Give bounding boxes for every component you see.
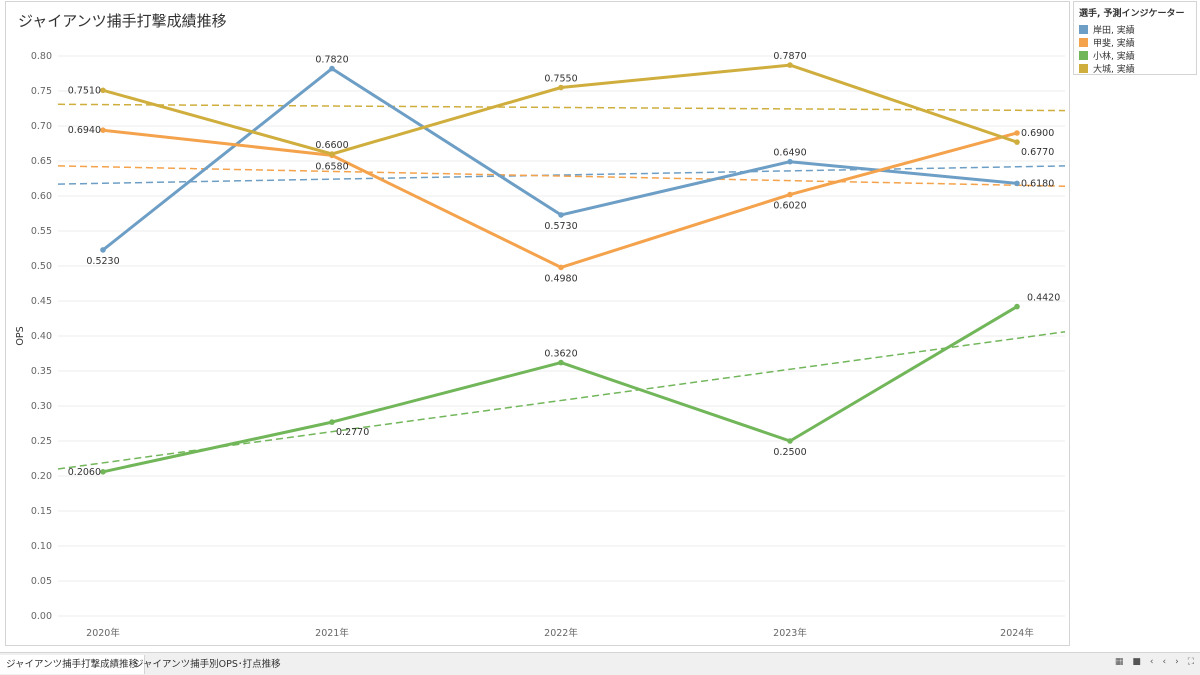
tab-ops-rbi-trend[interactable]: ジャイアンツ捕手別OPS･打点推移 [134,659,281,670]
trend-line [57,165,1066,187]
data-point [100,127,106,133]
legend-title: 選手, 予測インジケーター [1079,9,1185,19]
y-tick-label: 0.45 [31,296,52,307]
data-point [329,419,335,425]
data-point [558,359,564,366]
data-point [787,158,793,165]
x-tick-label: 2022年 [544,627,578,639]
legend-swatch [1079,51,1088,60]
data-label: 0.3620 [544,349,577,360]
next-page-icon[interactable]: › [1175,657,1179,667]
data-label: 0.2060 [68,467,101,478]
grid-view-icon[interactable]: ▦ [1114,657,1124,667]
data-point [1014,180,1020,187]
fullscreen-icon[interactable]: ⛶ [1187,657,1194,667]
data-label: 0.7510 [68,85,101,96]
legend-label: 大城, 実績 [1093,65,1135,75]
legend-label: 岸田, 実績 [1093,26,1135,36]
x-tick-label: 2023年 [773,627,807,639]
tab-batting-trend[interactable]: ジャイアンツ捕手打撃成績推移 [0,655,146,674]
y-tick-label: 0.05 [31,576,52,587]
data-label: 0.6940 [68,125,101,136]
y-tick-label: 0.65 [31,156,52,167]
data-point [100,87,106,94]
legend-swatch [1079,64,1088,73]
data-label: 0.7820 [315,55,348,66]
y-tick-label: 0.80 [31,51,52,62]
y-tick-label: 0.35 [31,366,52,377]
y-tick-label: 0.50 [31,261,52,272]
legend-item-kai[interactable]: 甲斐, 実績 [1079,36,1191,49]
data-label: 0.7870 [773,51,806,62]
stop-icon[interactable]: ■ [1132,657,1141,667]
data-point [787,62,793,68]
x-tick-label: 2024年 [1000,627,1034,639]
y-tick-label: 0.00 [31,611,52,622]
y-tick-label: 0.40 [31,331,52,342]
data-point [787,438,793,444]
first-page-icon[interactable]: ‹ [1149,657,1154,667]
y-tick-label: 0.20 [31,471,52,482]
data-point [1014,130,1020,136]
legend-item-kishida[interactable]: 岸田, 実績 [1079,23,1191,36]
data-point [329,151,335,157]
data-point [1014,139,1020,145]
chart-title: ジャイアンツ捕手打撃成績推移 [18,12,227,30]
legend-label: 小林, 実績 [1093,52,1135,62]
sheet-tab-bar: ジャイアンツ捕手打撃成績推移 ジャイアンツ捕手別OPS･打点推移 ▦ ■ ‹ ‹… [0,652,1200,675]
y-tick-label: 0.25 [31,436,52,447]
series-line [102,128,1018,269]
legend-label: 甲斐, 実績 [1093,39,1135,49]
data-label: 0.5230 [86,256,119,267]
sheet-navigation: ▦ ■ ‹ ‹ › ⛶ [1115,657,1194,667]
data-point [787,191,793,198]
y-tick-label: 0.10 [31,541,52,552]
data-point [558,264,564,271]
legend-swatch [1079,38,1088,47]
data-label: 0.5730 [544,221,577,232]
data-label: 0.6490 [773,148,806,159]
data-point [558,212,564,218]
data-label: 0.4420 [1027,293,1060,304]
data-label: 0.7550 [544,74,577,85]
data-point [100,247,106,253]
data-label: 0.2770 [336,427,369,438]
trend-line [57,165,1066,185]
viz-frame: ジャイアンツ捕手打撃成績推移 [5,1,1070,646]
legend: 選手, 予測インジケーター 岸田, 実績 甲斐, 実績 小林, 実績 大城, 実… [1073,1,1197,75]
series-line [102,305,1018,474]
data-label: 0.6180 [1021,178,1054,189]
y-tick-label: 0.75 [31,86,52,97]
data-label: 0.4980 [544,273,577,284]
data-label: 0.6020 [773,201,806,212]
data-point [1014,303,1020,310]
y-tick-label: 0.55 [31,226,52,237]
data-point [329,65,335,72]
legend-swatch [1079,25,1088,34]
data-label: 0.6770 [1021,147,1054,158]
data-label: 0.6600 [315,140,348,151]
line-chart: 0.00 0.05 0.10 0.15 0.20 0.25 0.30 0.35 0.40 0.45… [15,51,1066,639]
y-axis-title: OPS [15,326,26,345]
y-tick-label: 0.60 [31,191,52,202]
x-tick-label: 2021年 [315,627,349,639]
trend-line [57,103,1066,112]
data-label: 0.6580 [315,161,348,172]
y-tick-label: 0.70 [31,121,52,132]
data-point [558,84,564,91]
data-point [100,469,106,475]
data-label: 0.2500 [773,447,806,458]
x-tick-label: 2020年 [86,627,120,639]
y-tick-label: 0.30 [31,401,52,412]
legend-item-oshiro[interactable]: 大城, 実績 [1079,62,1191,75]
y-tick-label: 0.15 [31,506,52,517]
previous-page-icon[interactable]: ‹ [1162,657,1167,667]
data-label: 0.6900 [1021,128,1054,139]
legend-item-kobayashi[interactable]: 小林, 実績 [1079,49,1191,62]
